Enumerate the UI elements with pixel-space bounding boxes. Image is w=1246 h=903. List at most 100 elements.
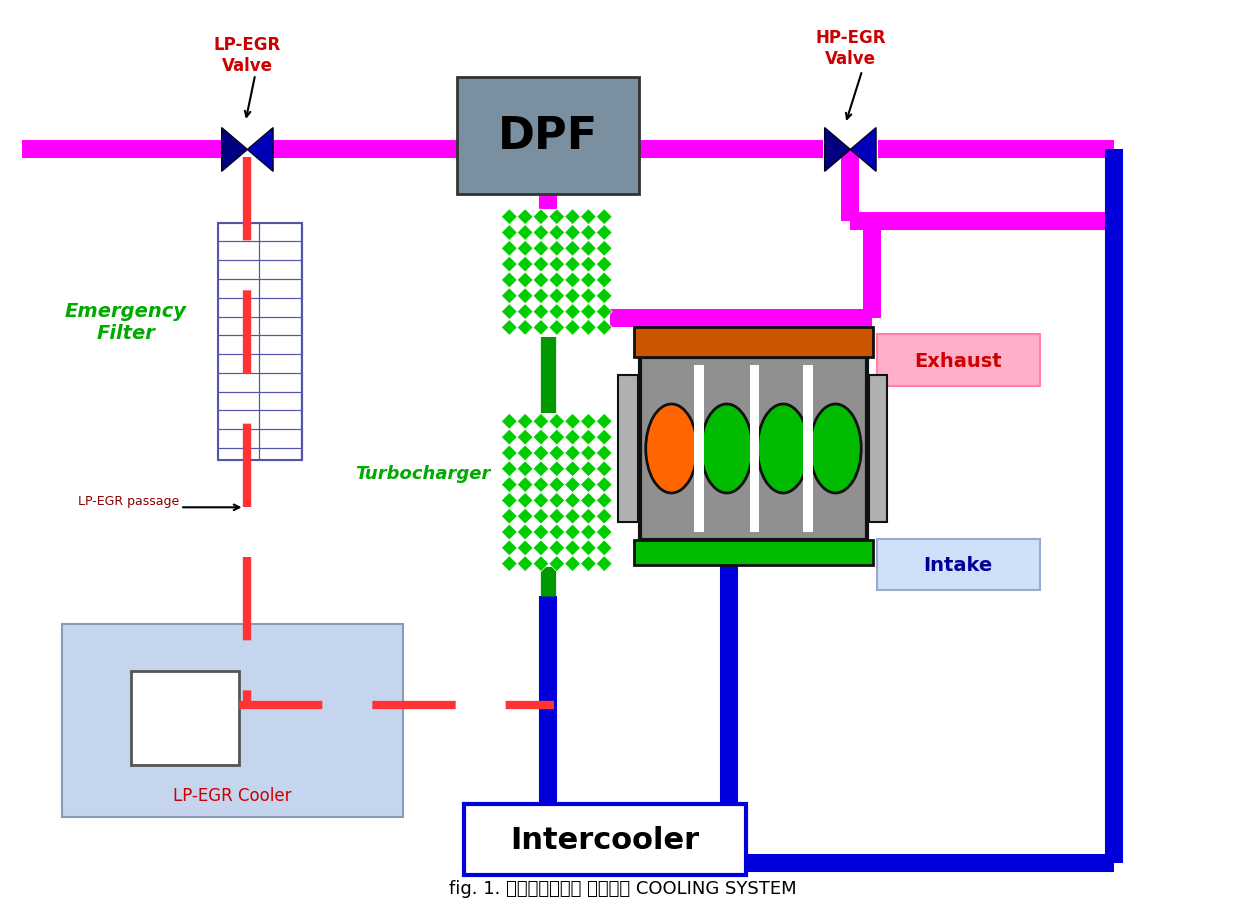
Polygon shape bbox=[501, 273, 517, 289]
Bar bbox=[61, 624, 402, 817]
Polygon shape bbox=[564, 209, 581, 226]
Polygon shape bbox=[501, 321, 517, 336]
Text: HP-EGR
Valve: HP-EGR Valve bbox=[815, 29, 886, 68]
Polygon shape bbox=[501, 430, 517, 445]
Polygon shape bbox=[597, 273, 612, 289]
Bar bbox=[218, 242, 259, 261]
Bar bbox=[259, 374, 300, 392]
Bar bbox=[750, 366, 759, 533]
Polygon shape bbox=[549, 445, 564, 461]
Polygon shape bbox=[597, 525, 612, 540]
Bar bbox=[464, 804, 745, 875]
Polygon shape bbox=[533, 414, 549, 430]
Polygon shape bbox=[248, 128, 273, 172]
Bar bbox=[259, 261, 300, 280]
Polygon shape bbox=[517, 321, 533, 336]
Polygon shape bbox=[517, 525, 533, 540]
Ellipse shape bbox=[758, 405, 809, 493]
Polygon shape bbox=[549, 257, 564, 273]
Bar bbox=[259, 280, 300, 298]
Polygon shape bbox=[581, 461, 597, 477]
Polygon shape bbox=[533, 430, 549, 445]
Polygon shape bbox=[597, 477, 612, 493]
Bar bbox=[259, 317, 300, 336]
Polygon shape bbox=[501, 257, 517, 273]
Polygon shape bbox=[501, 226, 517, 241]
Polygon shape bbox=[517, 257, 533, 273]
Polygon shape bbox=[533, 241, 549, 257]
Polygon shape bbox=[564, 493, 581, 508]
Polygon shape bbox=[581, 273, 597, 289]
Polygon shape bbox=[597, 461, 612, 477]
Text: Intercooler: Intercooler bbox=[510, 825, 699, 854]
Ellipse shape bbox=[810, 405, 861, 493]
Polygon shape bbox=[501, 241, 517, 257]
Polygon shape bbox=[549, 414, 564, 430]
Polygon shape bbox=[549, 540, 564, 556]
Polygon shape bbox=[533, 493, 549, 508]
Polygon shape bbox=[850, 128, 876, 172]
Bar bbox=[218, 449, 259, 461]
Polygon shape bbox=[517, 414, 533, 430]
Polygon shape bbox=[597, 430, 612, 445]
Bar bbox=[218, 374, 259, 392]
Polygon shape bbox=[581, 556, 597, 572]
Polygon shape bbox=[549, 273, 564, 289]
Bar bbox=[218, 223, 259, 242]
Polygon shape bbox=[501, 414, 517, 430]
Bar bbox=[877, 335, 1040, 386]
Polygon shape bbox=[564, 289, 581, 304]
Bar bbox=[870, 376, 887, 523]
Polygon shape bbox=[517, 445, 533, 461]
Polygon shape bbox=[581, 477, 597, 493]
Polygon shape bbox=[533, 461, 549, 477]
Polygon shape bbox=[597, 508, 612, 525]
Bar bbox=[218, 430, 259, 449]
Polygon shape bbox=[549, 493, 564, 508]
Polygon shape bbox=[549, 321, 564, 336]
Polygon shape bbox=[517, 556, 533, 572]
Polygon shape bbox=[501, 289, 517, 304]
Ellipse shape bbox=[645, 405, 697, 493]
Polygon shape bbox=[597, 414, 612, 430]
Polygon shape bbox=[564, 273, 581, 289]
Polygon shape bbox=[533, 445, 549, 461]
Polygon shape bbox=[581, 241, 597, 257]
Bar bbox=[218, 317, 259, 336]
Bar bbox=[218, 261, 259, 280]
Bar bbox=[259, 449, 300, 461]
Polygon shape bbox=[597, 289, 612, 304]
Polygon shape bbox=[564, 445, 581, 461]
Text: LP-EGR Cooler: LP-EGR Cooler bbox=[173, 787, 292, 804]
Polygon shape bbox=[533, 289, 549, 304]
Polygon shape bbox=[581, 304, 597, 321]
Polygon shape bbox=[597, 304, 612, 321]
Polygon shape bbox=[501, 508, 517, 525]
Polygon shape bbox=[597, 226, 612, 241]
Bar bbox=[218, 223, 302, 461]
Polygon shape bbox=[564, 461, 581, 477]
Polygon shape bbox=[517, 430, 533, 445]
Polygon shape bbox=[222, 128, 248, 172]
Polygon shape bbox=[581, 226, 597, 241]
Bar bbox=[259, 298, 300, 317]
Polygon shape bbox=[549, 209, 564, 226]
Polygon shape bbox=[825, 128, 850, 172]
Polygon shape bbox=[517, 477, 533, 493]
Polygon shape bbox=[533, 304, 549, 321]
Polygon shape bbox=[501, 477, 517, 493]
Bar bbox=[634, 328, 873, 358]
Polygon shape bbox=[517, 226, 533, 241]
Polygon shape bbox=[501, 209, 517, 226]
Polygon shape bbox=[549, 430, 564, 445]
Bar bbox=[218, 280, 259, 298]
Polygon shape bbox=[564, 414, 581, 430]
Ellipse shape bbox=[701, 405, 753, 493]
Polygon shape bbox=[564, 540, 581, 556]
Bar bbox=[259, 411, 300, 430]
Polygon shape bbox=[533, 321, 549, 336]
Polygon shape bbox=[581, 430, 597, 445]
Polygon shape bbox=[581, 493, 597, 508]
Polygon shape bbox=[517, 508, 533, 525]
Polygon shape bbox=[549, 508, 564, 525]
